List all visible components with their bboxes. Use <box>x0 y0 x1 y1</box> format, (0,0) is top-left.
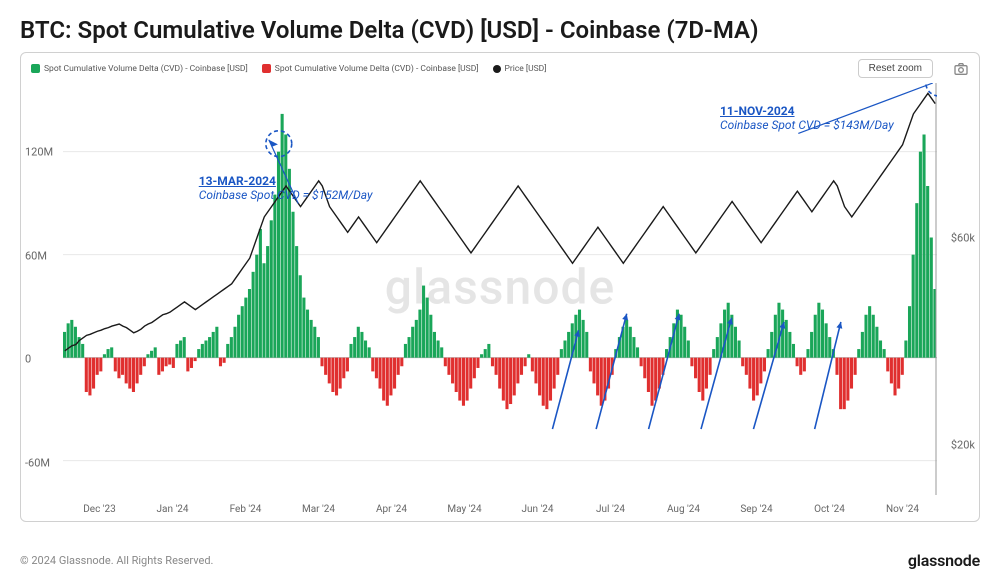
square-icon <box>262 64 271 73</box>
x-tick: Apr '24 <box>376 504 407 515</box>
legend-item-price[interactable]: Price [USD] <box>493 64 547 74</box>
camera-icon[interactable] <box>953 61 969 77</box>
x-tick: Nov '24 <box>886 504 919 515</box>
footer: © 2024 Glassnode. All Rights Reserved. g… <box>20 551 980 570</box>
x-tick: Jul '24 <box>596 504 625 515</box>
glassnode-logo: glassnode <box>908 551 980 570</box>
legend-label-price: Price [USD] <box>505 64 547 74</box>
chart-title: BTC: Spot Cumulative Volume Delta (CVD) … <box>0 0 1000 52</box>
copyright-text: © 2024 Glassnode. All Rights Reserved. <box>20 554 213 567</box>
x-tick: Jan '24 <box>157 504 189 515</box>
x-tick: Sep '24 <box>740 504 772 515</box>
legend-label-pos: Spot Cumulative Volume Delta (CVD) - Coi… <box>44 64 248 74</box>
y-left-tick: 0 <box>25 353 31 366</box>
x-tick: Jun '24 <box>521 504 553 515</box>
dot-icon <box>493 65 501 73</box>
x-tick: Feb '24 <box>230 504 262 515</box>
x-tick: Mar '24 <box>302 504 335 515</box>
y-left-tick: -60M <box>25 456 50 469</box>
y-left-tick: 120M <box>25 146 53 159</box>
x-tick: Oct '24 <box>814 504 845 515</box>
y-right-tick: $60k <box>951 232 975 245</box>
x-tick: May '24 <box>447 504 481 515</box>
legend-label-neg: Spot Cumulative Volume Delta (CVD) - Coi… <box>275 64 479 74</box>
chart-container: Spot Cumulative Volume Delta (CVD) - Coi… <box>20 52 980 522</box>
reset-zoom-button[interactable]: Reset zoom <box>858 59 933 78</box>
y-left-tick: 60M <box>25 249 47 262</box>
y-right-tick: $20k <box>951 439 975 452</box>
legend-item-neg[interactable]: Spot Cumulative Volume Delta (CVD) - Coi… <box>262 64 479 74</box>
plot-area[interactable] <box>63 83 937 495</box>
legend-item-pos[interactable]: Spot Cumulative Volume Delta (CVD) - Coi… <box>31 64 248 74</box>
x-tick: Dec '23 <box>83 504 116 515</box>
x-tick: Aug '24 <box>667 504 700 515</box>
square-icon <box>31 64 40 73</box>
legend: Spot Cumulative Volume Delta (CVD) - Coi… <box>21 53 979 84</box>
